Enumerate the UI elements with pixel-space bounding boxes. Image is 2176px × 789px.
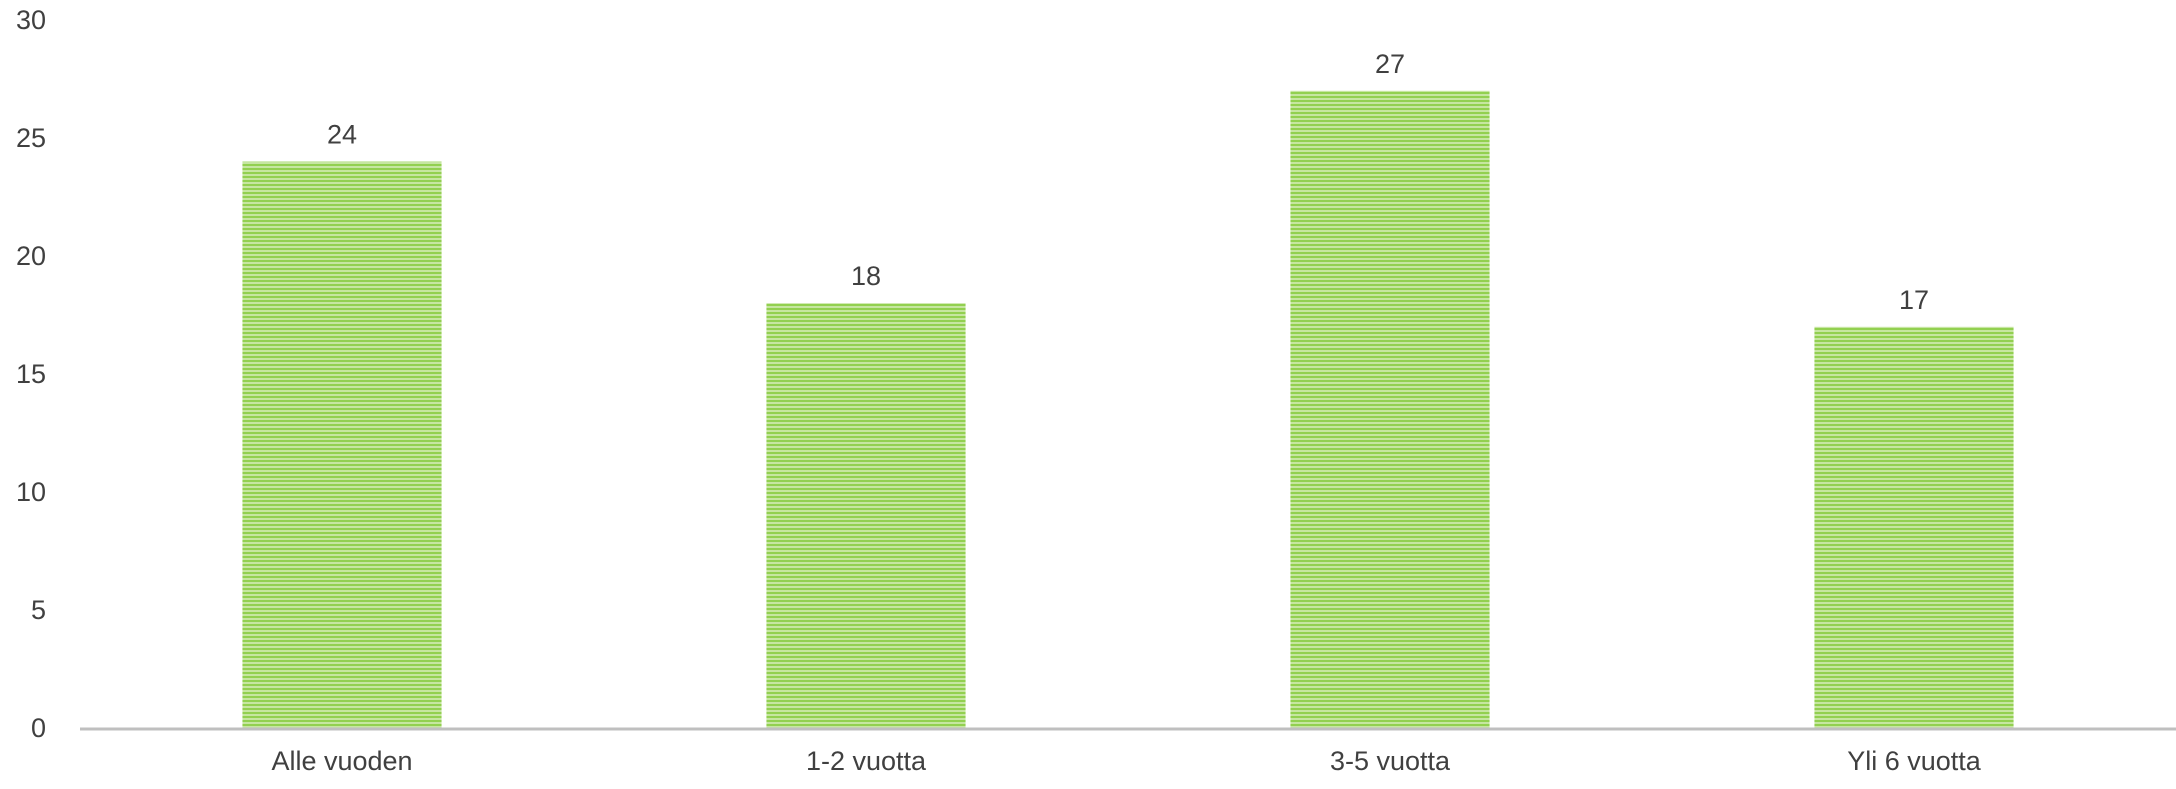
data-labels-group: 24 18 27 17 — [327, 49, 1929, 315]
x-tick-label: Yli 6 vuotta — [1847, 746, 1982, 776]
bar-data-label: 18 — [851, 261, 881, 291]
y-tick-label: 10 — [16, 477, 46, 507]
y-tick-label: 0 — [31, 713, 46, 743]
y-tick-label: 25 — [16, 123, 46, 153]
bar-data-label: 24 — [327, 120, 357, 150]
y-tick-label: 15 — [16, 359, 46, 389]
y-tick-label: 30 — [16, 5, 46, 35]
bar-data-label: 27 — [1375, 49, 1405, 79]
x-tick-label: 3-5 vuotta — [1330, 746, 1451, 776]
bar — [242, 161, 442, 729]
x-axis-tick-labels: Alle vuoden 1-2 vuotta 3-5 vuotta Yli 6 vuo… — [271, 746, 1981, 776]
y-tick-label: 5 — [31, 595, 46, 625]
bar — [766, 303, 966, 728]
x-tick-label: Alle vuoden — [271, 746, 412, 776]
bars-group — [242, 90, 2014, 729]
bar-data-label: 17 — [1899, 285, 1929, 315]
y-tick-label: 20 — [16, 241, 46, 271]
y-axis-tick-labels: 0 5 10 15 20 25 30 — [16, 5, 46, 743]
bar — [1290, 90, 1490, 729]
x-tick-label: 1-2 vuotta — [806, 746, 927, 776]
bar — [1814, 326, 2014, 728]
